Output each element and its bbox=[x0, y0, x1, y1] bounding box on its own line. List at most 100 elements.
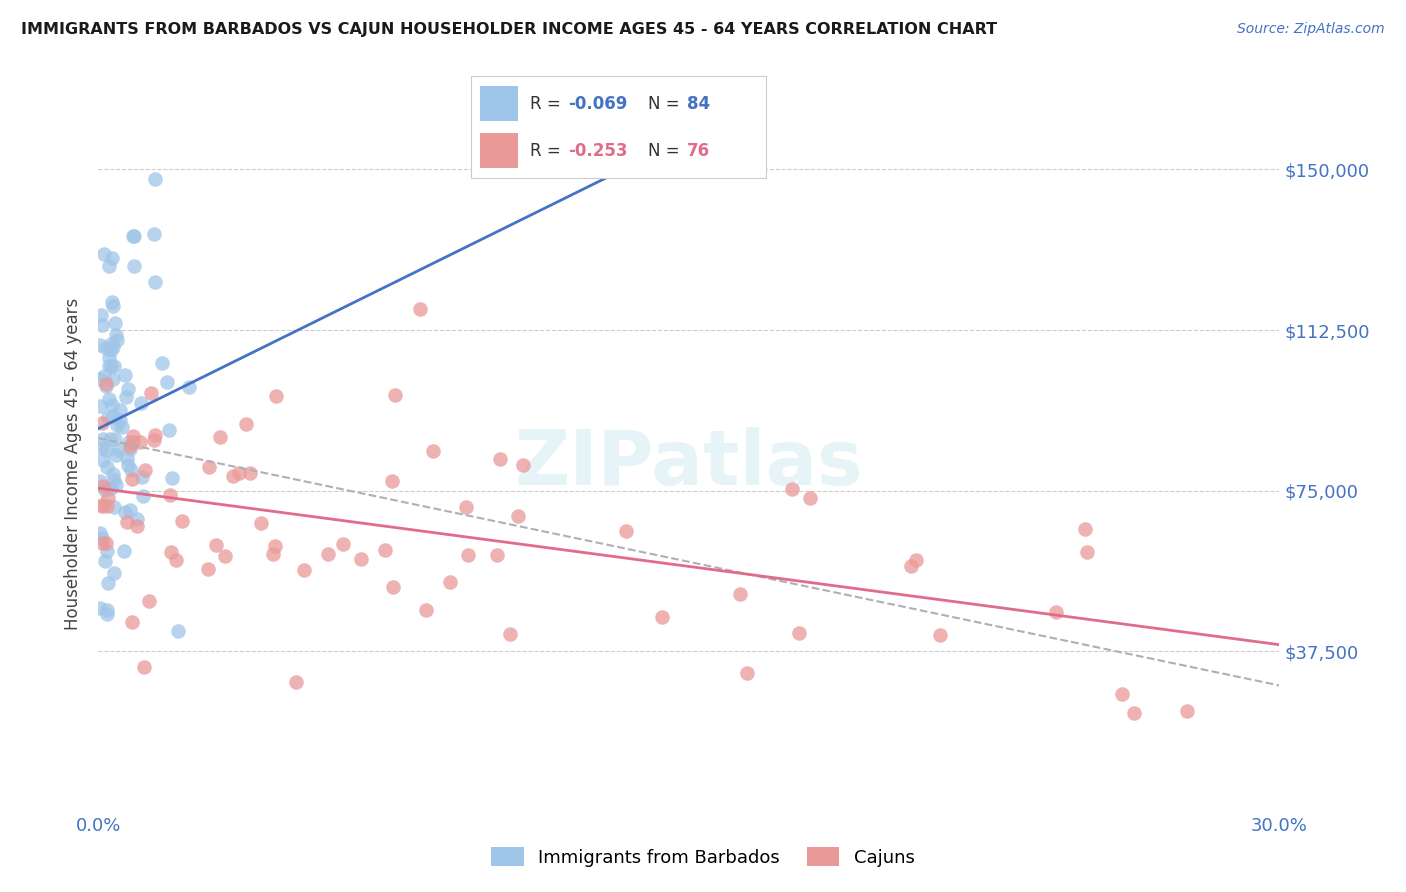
Point bbox=[457, 549, 479, 563]
Point bbox=[94, 554, 117, 568]
Point bbox=[103, 371, 125, 385]
Point bbox=[198, 460, 221, 475]
Point bbox=[263, 539, 285, 553]
Point bbox=[129, 435, 152, 450]
Text: 76: 76 bbox=[686, 142, 710, 160]
Point bbox=[235, 417, 257, 431]
Point bbox=[316, 547, 339, 561]
Point bbox=[108, 413, 131, 427]
Point bbox=[651, 610, 673, 624]
Point bbox=[204, 538, 226, 552]
Point bbox=[108, 402, 131, 417]
Text: -0.253: -0.253 bbox=[568, 142, 628, 160]
Point bbox=[96, 544, 118, 558]
Text: N =: N = bbox=[648, 142, 685, 160]
Point bbox=[104, 449, 127, 463]
Point bbox=[97, 575, 120, 590]
Text: IMMIGRANTS FROM BARBADOS VS CAJUN HOUSEHOLDER INCOME AGES 45 - 64 YEARS CORRELAT: IMMIGRANTS FROM BARBADOS VS CAJUN HOUSEH… bbox=[21, 22, 997, 37]
Point bbox=[1111, 687, 1133, 701]
Text: 84: 84 bbox=[686, 95, 710, 112]
Point bbox=[101, 299, 124, 313]
Point bbox=[120, 463, 142, 477]
Point bbox=[104, 478, 127, 492]
Point bbox=[489, 451, 512, 466]
Y-axis label: Householder Income Ages 45 - 64 years: Householder Income Ages 45 - 64 years bbox=[65, 298, 83, 630]
Point bbox=[89, 372, 111, 386]
Point bbox=[101, 409, 124, 424]
Point bbox=[97, 351, 120, 365]
Point bbox=[91, 432, 114, 446]
Point bbox=[1045, 605, 1067, 619]
Point bbox=[285, 674, 308, 689]
Point bbox=[228, 466, 250, 480]
Point bbox=[138, 593, 160, 607]
Point bbox=[97, 491, 120, 505]
Point bbox=[100, 481, 122, 495]
Point bbox=[94, 377, 117, 392]
Point bbox=[143, 172, 166, 186]
Point bbox=[177, 380, 200, 394]
Point bbox=[103, 473, 125, 487]
Point bbox=[121, 615, 143, 629]
Point bbox=[96, 536, 118, 550]
Point bbox=[89, 338, 111, 352]
Point bbox=[172, 514, 194, 528]
Point bbox=[91, 500, 114, 514]
Point bbox=[222, 468, 245, 483]
Point bbox=[439, 574, 461, 589]
Point bbox=[100, 359, 122, 374]
Point bbox=[384, 388, 406, 402]
Point bbox=[1175, 704, 1198, 718]
Point bbox=[165, 553, 187, 567]
Point bbox=[160, 470, 183, 484]
Point bbox=[735, 666, 758, 681]
Point bbox=[929, 628, 952, 642]
Point bbox=[1076, 545, 1098, 559]
Point bbox=[120, 503, 142, 517]
Point bbox=[91, 479, 114, 493]
Point bbox=[143, 427, 166, 442]
Point bbox=[382, 580, 405, 594]
Point bbox=[94, 341, 117, 355]
Point bbox=[422, 444, 444, 458]
Point bbox=[89, 474, 111, 488]
Point bbox=[96, 607, 118, 622]
Point bbox=[143, 227, 166, 241]
Point bbox=[105, 417, 128, 432]
Point bbox=[120, 439, 142, 453]
Point bbox=[374, 542, 396, 557]
Point bbox=[159, 488, 181, 502]
Point bbox=[125, 512, 148, 526]
Point bbox=[98, 433, 121, 447]
Point bbox=[122, 259, 145, 273]
Point bbox=[506, 508, 529, 523]
Point bbox=[121, 472, 143, 486]
Point bbox=[96, 603, 118, 617]
Point bbox=[614, 524, 637, 538]
Point bbox=[1074, 523, 1097, 537]
Point bbox=[90, 441, 112, 455]
Point bbox=[415, 603, 437, 617]
Point bbox=[101, 251, 124, 265]
Text: Source: ZipAtlas.com: Source: ZipAtlas.com bbox=[1237, 22, 1385, 37]
Point bbox=[93, 369, 115, 384]
Point bbox=[1122, 706, 1144, 721]
Point bbox=[456, 500, 478, 515]
Point bbox=[409, 301, 432, 316]
Point bbox=[350, 551, 373, 566]
Point bbox=[90, 531, 112, 545]
Text: R =: R = bbox=[530, 95, 567, 112]
Point bbox=[115, 451, 138, 466]
Point bbox=[118, 435, 141, 450]
Legend: Immigrants from Barbados, Cajuns: Immigrants from Barbados, Cajuns bbox=[484, 840, 922, 874]
Point bbox=[111, 420, 134, 434]
Point bbox=[156, 375, 179, 389]
Point bbox=[122, 435, 145, 450]
Point bbox=[91, 536, 114, 550]
Point bbox=[799, 491, 821, 505]
Point bbox=[143, 275, 166, 289]
Point bbox=[499, 626, 522, 640]
Point bbox=[103, 566, 125, 581]
Point bbox=[485, 549, 508, 563]
Point bbox=[117, 515, 139, 529]
